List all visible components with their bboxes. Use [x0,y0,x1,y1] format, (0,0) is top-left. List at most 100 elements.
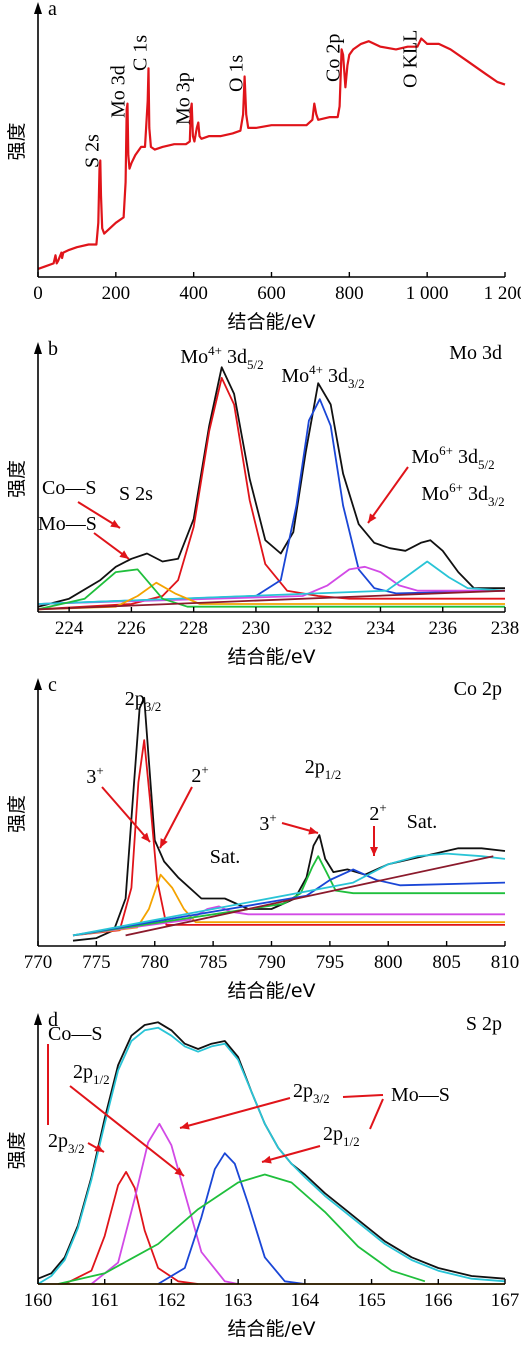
x-tick-label-c-4: 790 [257,952,286,973]
x-tick-label-c-7: 805 [432,952,461,973]
x-tick-label-c-0: 770 [24,952,53,973]
x-tick-label-c-1: 775 [82,952,111,973]
arrow-d-2p12-left-shaft [69,1085,185,1177]
arrow-b-mo6-shaft [367,466,409,524]
panel-title-c: Co 2p [454,678,502,700]
series-line-c-3 [72,905,505,937]
x-axis-label-c: 结合能/eV [227,980,315,1002]
panel-d: 160 161 162 163 164 165 166 167 结合能/eV 强度 d S 2p [6,1009,519,1340]
annotation-b-s2s: S 2s [119,483,153,505]
peak-label-a-1: Mo 3d [108,65,130,118]
arrow-d-2p12-right-head [262,1155,272,1164]
x-tick-label-a-5: 1 000 [406,283,449,304]
arrow-d-2p12-left [69,1085,185,1177]
arrow-b-mo-s-head [119,550,129,559]
annotation-b-mo6-3d52: Mo6+ 3d5/2 [411,443,494,472]
x-tick-label-b-2: 228 [179,618,208,639]
arrow-d-2p12-right-shaft [261,1145,321,1163]
x-tick-label-a-6: 1 200 [484,283,521,304]
x-tick-label-d-4: 164 [291,1290,320,1311]
x-tick-label-c-8: 810 [491,952,520,973]
x-tick-label-b-6: 236 [428,618,457,639]
x-tick-label-c-2: 780 [141,952,170,973]
x-tick-label-b-4: 232 [304,618,333,639]
connector-d-mo-s-upper [342,1094,384,1098]
arrow-b-co-s-head [110,519,120,528]
peak-label-a-3: Mo 3p [173,72,195,125]
annotation-b-mo-s: Mo—S [38,513,97,535]
arrow-b-mo-s [93,532,130,560]
x-tick-label-b-7: 238 [491,618,520,639]
x-tick-label-d-7: 167 [491,1290,520,1311]
annotation-d-co-s: Co—S [48,1023,102,1045]
series-line-d-3 [157,1152,306,1285]
x-tick-label-d-5: 165 [357,1290,386,1311]
arrow-d-2p32-right [179,1097,291,1130]
peak-label-a-0: S 2s [81,134,103,168]
x-tick-label-d-6: 166 [424,1290,453,1311]
x-tick-label-c-6: 800 [374,952,403,973]
series-line-c-7 [125,855,494,937]
x-tick-label-a-1: 200 [102,283,131,304]
panel-letter-d: d [48,1009,58,1031]
panel-letter-c: c [48,674,57,696]
series-line-b-6 [37,568,505,611]
panel-title-b: Mo 3d [449,342,502,364]
series-line-a-0 [37,37,506,270]
panel-letter-b: b [48,338,58,360]
connector-d-mo-s-lower [369,1098,384,1130]
arrow-b-co-s [77,501,121,529]
x-axis-label-a: 结合能/eV [227,311,315,333]
x-axis-label-d: 结合能/eV [227,1318,315,1340]
panel-a: 0 200 400 600 800 1 000 1 200 结合能/eV 强度 a [6,0,521,333]
series-line-b-3 [37,565,505,605]
arrow-d-2p32-left-head [94,1144,104,1152]
panel-c: 770 775 780 785 790 795 800 805 810 结合能/eV 强度 c Co 2… [6,674,519,1002]
annotation-b-co-s: Co—S [42,477,96,499]
annotation-b-mo4-3d32: Mo4+ 3d3/2 [281,362,364,391]
series-line-c-0 [72,696,506,942]
x-tick-label-a-3: 600 [257,283,286,304]
annotation-c-2plus-b: 2+ [369,800,386,825]
x-tick-label-a-4: 800 [335,283,364,304]
peak-label-a-6: O KLL [400,30,422,88]
x-tick-label-b-5: 234 [366,618,395,639]
arrow-c-2plus-b-head [370,847,378,856]
arrow-c-2plus-a-shaft [159,786,193,849]
y-axis-arrow-c [34,678,42,690]
peak-label-a-5: Co 2p [323,34,345,82]
y-axis-label-a: 强度 [6,122,28,160]
panel-title-d: S 2p [466,1013,502,1035]
x-tick-label-a-0: 0 [33,283,43,304]
annotation-c-2p32: 2p3/2 [125,688,162,714]
arrow-d-2p32-right-head [180,1121,190,1130]
arrow-b-mo6-head [368,513,377,523]
series-line-b-0 [37,366,505,608]
annotation-c-sat-a: Sat. [210,846,241,868]
annotation-c-sat-b: Sat. [407,811,438,833]
series-line-c-6 [72,852,506,937]
annotation-d-2p12-left: 2p1/2 [73,1061,110,1087]
y-axis-arrow-b [34,342,42,354]
arrow-d-2p32-left [87,1142,105,1153]
x-tick-label-a-2: 400 [179,283,208,304]
x-tick-label-d-3: 163 [224,1290,253,1311]
annotation-d-2p32-left: 2p3/2 [48,1130,85,1156]
x-tick-label-c-5: 795 [316,952,345,973]
series-line-b-7 [37,589,506,611]
y-axis-label-c: 强度 [6,795,28,833]
series-line-c-1 [72,739,505,937]
annotation-b-mo4-3d52: Mo4+ 3d5/2 [180,343,263,372]
arrow-c-2plus-a [159,786,193,849]
peak-label-a-2: C 1s [130,35,152,71]
annotation-b-mo6-3d32: Mo6+ 3d3/2 [421,480,504,509]
peak-label-a-4: O 1s [226,55,248,92]
arrow-d-2p32-right-shaft [179,1097,291,1129]
annotation-c-2p12: 2p1/2 [305,756,342,782]
series-line-d-2 [90,1122,239,1285]
arrow-d-2p12-left-head [174,1167,184,1176]
series-line-b-1 [37,376,505,611]
arrow-c-2plus-a-head [160,838,168,848]
arrow-c-2plus-b [370,826,378,856]
